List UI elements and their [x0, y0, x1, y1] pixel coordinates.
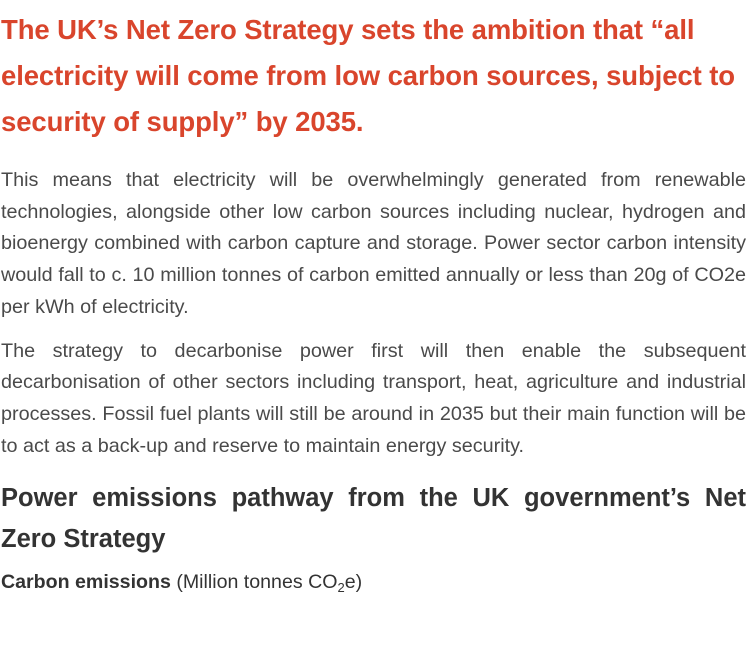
body-paragraph-1: This means that electricity will be over…	[1, 169, 746, 318]
y-axis-caption: Carbon emissions (Million tonnes CO2e)	[1, 568, 746, 596]
chart-title: Power emissions pathway from the UK gove…	[1, 484, 746, 554]
y-axis-caption-unit-prefix: (Million tonnes CO	[176, 571, 338, 594]
y-axis-caption-unit-subscript: 2	[337, 580, 345, 596]
y-axis-caption-unit: (Million tonnes CO2e)	[176, 571, 363, 596]
article-page: The UK’s Net Zero Strategy sets the ambi…	[1, 14, 746, 596]
body-paragraph-2: The strategy to decarbonise power first …	[1, 339, 746, 457]
y-axis-caption-unit-suffix: e)	[344, 571, 363, 594]
y-axis-caption-label: Carbon emissions	[1, 571, 171, 594]
headline: The UK’s Net Zero Strategy sets the ambi…	[1, 14, 735, 137]
